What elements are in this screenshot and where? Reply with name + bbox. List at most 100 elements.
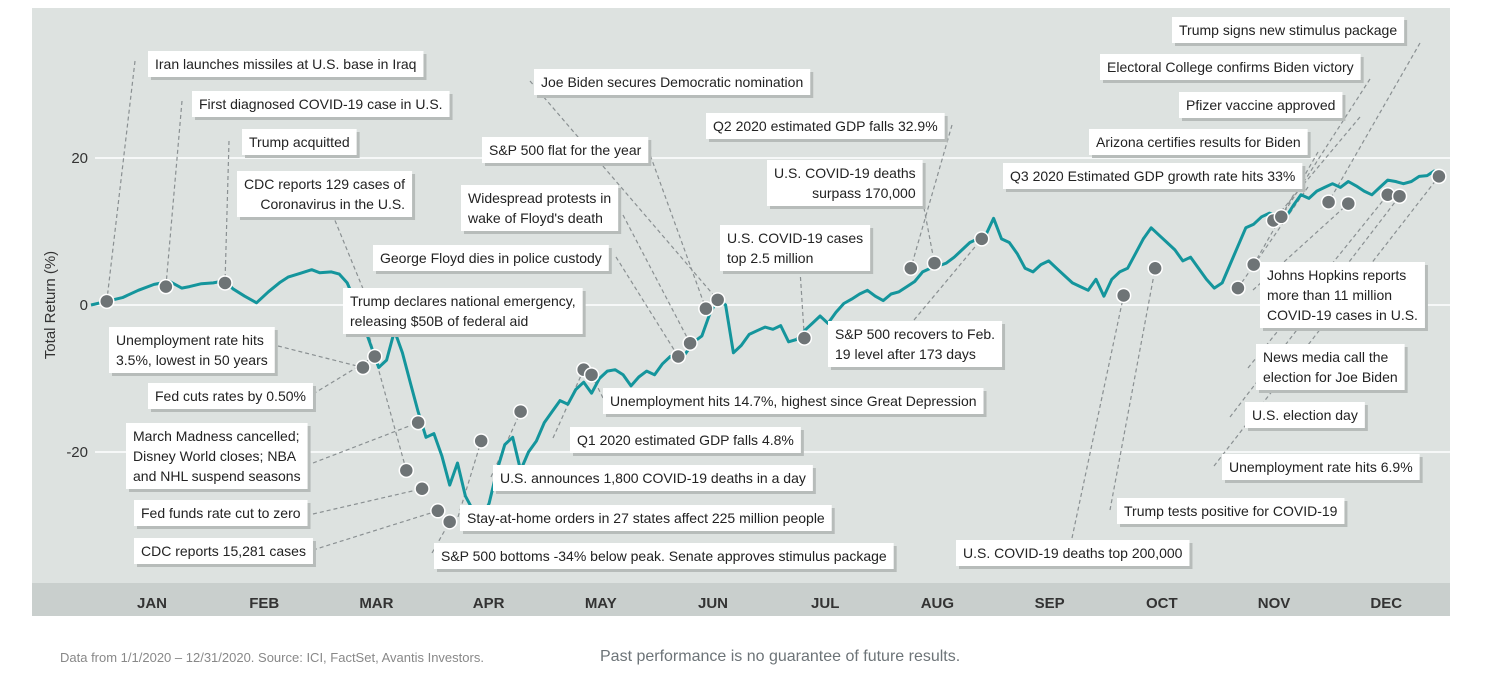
annotation-text: releasing $50B of federal aid — [350, 313, 528, 329]
annotation-leader — [312, 355, 376, 395]
annotation-text: Trump declares national emergency, — [350, 293, 576, 309]
annotation-text: Unemployment hits 14.7%, highest since G… — [610, 393, 977, 409]
annotation-leader — [1272, 116, 1361, 221]
annotation-box — [1222, 454, 1420, 480]
annotation: George Floyd dies in police custody — [373, 245, 612, 274]
annotation-text: top 2.5 million — [727, 250, 813, 266]
annotation: U.S. COVID-19 cases top 2.5 million — [720, 225, 874, 274]
annotation-box — [706, 113, 945, 139]
annotation: Pfizer vaccine approved — [1179, 92, 1346, 121]
annotation-text: election for Joe Biden — [1263, 369, 1398, 385]
annotation-box — [148, 51, 424, 77]
month-axis: JAN FEB MAR APR MAY JUN JUL AUG SEP OCT NOV DEC — [137, 595, 1402, 612]
annotation-box — [1172, 17, 1405, 43]
event-marker — [903, 260, 919, 276]
month-label: SEP — [1035, 595, 1065, 612]
annotation: Unemployment hits 14.7%, highest since G… — [603, 388, 987, 417]
annotation-leader — [312, 422, 419, 464]
annotation-box — [1003, 163, 1303, 189]
event-marker — [355, 359, 371, 376]
annotation-text: U.S. COVID-19 cases — [727, 230, 863, 246]
event-marker — [158, 278, 174, 295]
annotation-box — [720, 225, 871, 271]
event-marker — [698, 300, 714, 317]
annotation-leader — [1247, 194, 1389, 369]
annotation-text: Trump acquitted — [249, 134, 350, 150]
annotation-box — [482, 137, 649, 163]
annotation-labels: Iran launches missiles at U.S. base in I… — [109, 17, 1428, 572]
annotation-leader — [365, 323, 407, 471]
annotation-leader — [913, 238, 983, 321]
event-marker — [709, 292, 726, 308]
month-label: JAN — [137, 595, 167, 612]
annotation-leader — [647, 148, 707, 309]
annotation-leader — [165, 100, 183, 287]
event-marker — [512, 403, 529, 420]
annotation: Trump signs new stimulus package — [1172, 17, 1408, 46]
annotation-leader — [312, 510, 439, 551]
annotation-box — [570, 427, 801, 453]
annotation: Fed cuts rates by 0.50% — [148, 383, 316, 412]
month-label: DEC — [1370, 595, 1402, 612]
annotation: Electoral College confirms Biden victory — [1100, 54, 1364, 83]
annotation-text: surpass 170,000 — [812, 185, 916, 201]
annotation-text: and NHL suspend seasons — [133, 468, 301, 484]
annotation-text: S&P 500 bottoms -34% below peak. Senate … — [441, 548, 887, 564]
annotation-box — [109, 327, 275, 373]
annotation: Unemployment rate hits 6.9% — [1222, 454, 1423, 483]
chart-svg: 20 0 -20 Total Return (%) Iran launches mi… — [32, 8, 1450, 616]
y-tick-label: 0 — [80, 297, 88, 314]
annotation-text: U.S. COVID-19 deaths — [774, 165, 916, 181]
annotation: Fed funds rate cut to zero — [134, 500, 311, 529]
month-label: JUL — [811, 595, 839, 612]
annotation-box — [460, 505, 832, 531]
event-marker — [414, 481, 430, 497]
annotation-text: S&P 500 recovers to Feb. — [835, 326, 995, 342]
annotation-text: Fed funds rate cut to zero — [141, 505, 301, 521]
annotation-leader — [1328, 42, 1421, 203]
annotation: U.S. COVID-19 deaths surpass 170,000 — [767, 160, 926, 209]
y-axis-label: Total Return (%) — [42, 251, 59, 359]
annotation-leader — [799, 269, 805, 339]
annotation-leader — [1229, 195, 1401, 418]
annotation: Q2 2020 estimated GDP falls 32.9% — [706, 113, 948, 142]
annotation-box — [343, 288, 583, 334]
annotation-text: First diagnosed COVID-19 case in U.S. — [199, 96, 443, 112]
event-marker — [682, 335, 698, 351]
month-label: MAR — [359, 595, 393, 612]
annotation: U.S. election day — [1245, 402, 1368, 431]
annotation-text: CDC reports 129 cases of — [244, 176, 405, 192]
annotation-box — [1256, 344, 1405, 390]
annotation: CDC reports 15,281 cases — [134, 538, 316, 567]
annotation-text: U.S. announces 1,800 COVID-19 deaths in … — [500, 470, 806, 486]
annotation-text: Arizona certifies results for Biden — [1096, 134, 1301, 150]
annotation-leader — [457, 440, 482, 518]
annotation: Q1 2020 estimated GDP falls 4.8% — [570, 427, 804, 456]
annotation: Q3 2020 Estimated GDP growth rate hits 3… — [1003, 163, 1306, 192]
annotation-text: U.S. election day — [1252, 407, 1358, 423]
event-marker — [973, 231, 990, 247]
annotation: Trump acquitted — [242, 129, 360, 158]
annotation-text: Trump signs new stimulus package — [1179, 22, 1397, 38]
source-note: Data from 1/1/2020 – 12/31/2020. Source:… — [60, 650, 484, 665]
y-tick-label: -20 — [66, 444, 88, 461]
annotation-box — [134, 538, 313, 564]
annotation-box — [534, 69, 811, 95]
annotation-text: Pfizer vaccine approved — [1186, 97, 1335, 113]
annotation-leader — [312, 488, 423, 515]
annotation: Trump declares national emergency, releas… — [343, 288, 586, 337]
month-label: JUN — [698, 595, 728, 612]
event-marker — [1340, 195, 1357, 212]
annotation-leader — [106, 60, 136, 302]
annotation: CDC reports 129 cases of Coronavirus in t… — [237, 171, 416, 220]
annotation: First diagnosed COVID-19 case in U.S. — [192, 91, 453, 120]
annotation-leader — [224, 140, 230, 283]
annotation: March Madness cancelled; Disney World clo… — [126, 423, 311, 492]
event-marker — [410, 414, 426, 431]
event-marker — [441, 514, 458, 530]
event-marker — [430, 503, 446, 519]
annotation-box — [1245, 402, 1365, 428]
annotation-leader — [1253, 151, 1319, 265]
annotation-text: U.S. COVID-19 deaths top 200,000 — [963, 545, 1183, 561]
annotation-text: 3.5%, lowest in 50 years — [116, 352, 268, 368]
